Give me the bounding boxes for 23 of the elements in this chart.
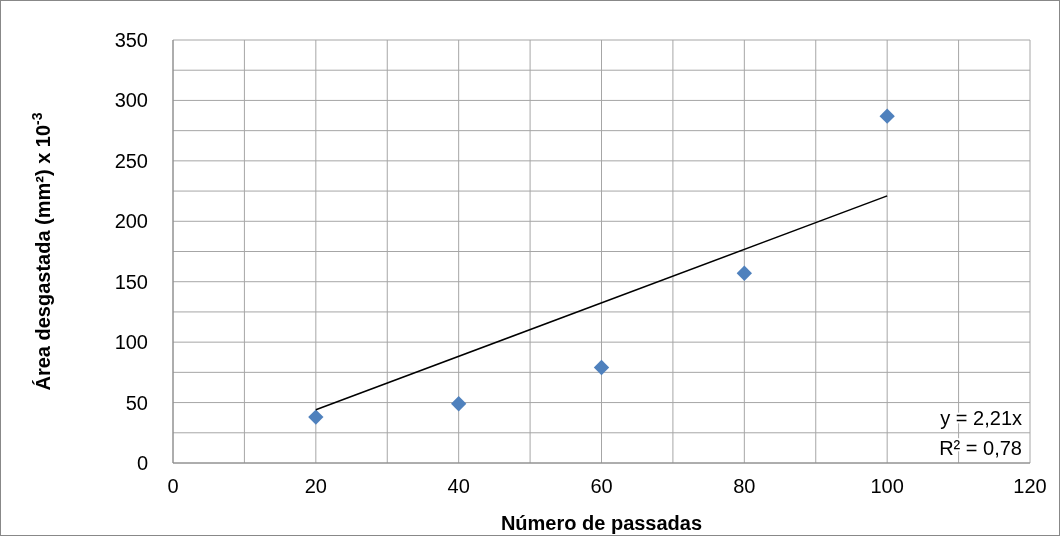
annotation: R² = 0,78 [939, 437, 1022, 459]
point [736, 265, 752, 281]
y-tick-label: 200 [114, 210, 148, 233]
x-tick-label: 60 [590, 475, 613, 497]
x-tick-label: 0 [167, 475, 179, 497]
y-tick-label: 150 [114, 270, 148, 293]
annotation: y = 2,21x [940, 407, 1022, 429]
x-tick-label: 80 [733, 475, 756, 497]
point [593, 359, 610, 376]
y-tick-label: 350 [114, 29, 148, 51]
x-axis-title: Número de passadas [500, 512, 703, 534]
x-tick-label: 120 [1013, 475, 1047, 497]
point [451, 396, 467, 412]
y-tick-label: 300 [114, 89, 148, 112]
point [308, 409, 324, 425]
x-tick-label: 100 [870, 475, 904, 497]
x-tick-label: 40 [447, 475, 470, 497]
y-tick-label: 50 [125, 391, 148, 414]
y-tick-label: 0 [136, 452, 148, 474]
point [879, 108, 895, 124]
y-tick-label: 250 [114, 149, 148, 172]
y-tick-label: 100 [114, 331, 148, 354]
x-tick-label: 20 [304, 475, 327, 497]
